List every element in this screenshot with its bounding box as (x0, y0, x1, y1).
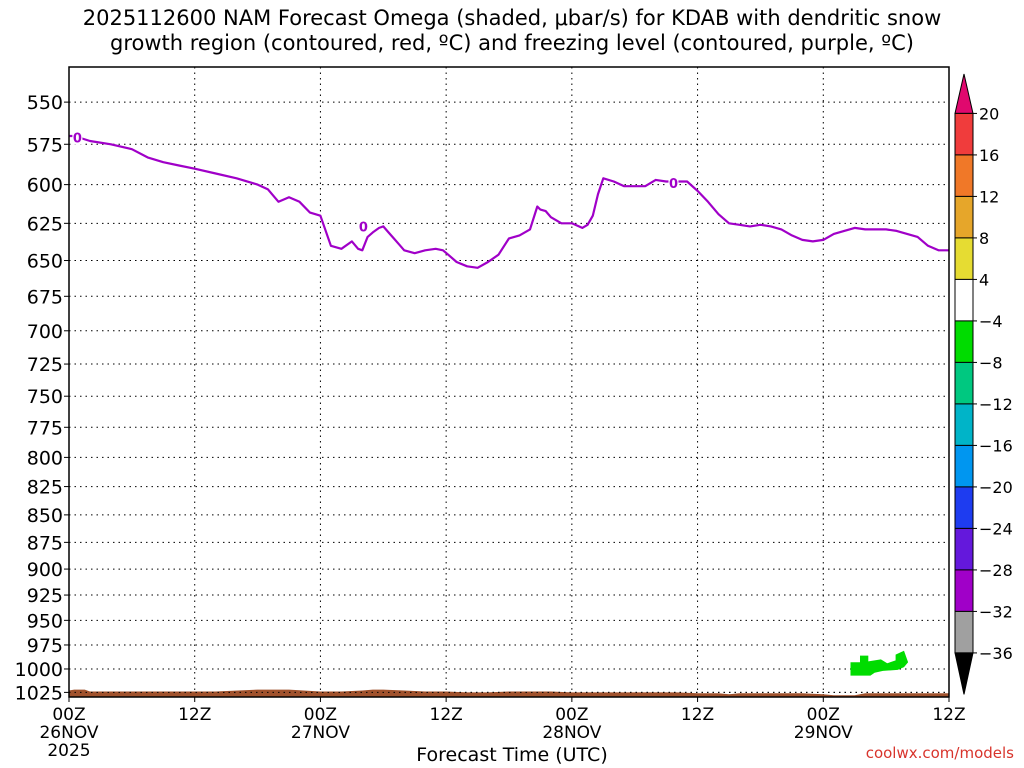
colorbar-swatch (954, 486, 974, 529)
y-tick-label: 650 (27, 251, 63, 273)
chart-title-line-1: 2025112600 NAM Forecast Omega (shaded, μ… (82, 6, 942, 30)
colorbar-swatch-min (954, 652, 974, 695)
contour-label: 0 (73, 132, 82, 147)
colorbar-label: −20 (979, 478, 1013, 497)
colorbar-swatch (954, 278, 974, 322)
y-tick-label: 800 (27, 447, 63, 469)
colorbar-label: −36 (979, 644, 1013, 663)
x-tick-label: 00Z (555, 705, 588, 725)
x-tick-date: 29NOV (794, 723, 853, 743)
colorbar-swatch (954, 195, 974, 239)
omega-shading-layer (850, 650, 909, 676)
colorbar-swatch (954, 154, 974, 197)
plot-border (68, 66, 950, 698)
y-tick-label: 550 (27, 92, 63, 114)
colorbar-swatch (954, 320, 974, 363)
colorbar-label: −28 (979, 561, 1013, 580)
colorbar-swatch-max (954, 73, 974, 114)
contour-label-bg (358, 218, 369, 234)
contour-label: 0 (669, 177, 678, 192)
colorbar-swatch (954, 569, 974, 612)
y-tick-label: 675 (27, 286, 63, 308)
colorbar-label: 20 (979, 104, 999, 123)
freezing-level-layer: 0 0 0 (69, 129, 949, 269)
x-tick-date: 26NOV (39, 723, 98, 743)
chart-title-line-2: growth region (contoured, red, ºC) and f… (110, 31, 914, 55)
x-tick-year: 2025 (47, 741, 90, 761)
colorbar-swatch (954, 444, 974, 488)
ground-fill (69, 689, 949, 697)
y-tick-label: 575 (27, 134, 63, 156)
y-tick-label: 950 (27, 610, 63, 632)
colorbar-label: 8 (979, 229, 989, 248)
x-tick-date: 27NOV (291, 723, 350, 743)
y-tick-label: 1000 (15, 659, 63, 681)
x-tick-label: 12Z (178, 705, 211, 725)
y-axis-ticks: 550 575 600 625 650 675 700 725 750 775 800 825 850 8… (15, 92, 69, 704)
chart-title: 2025112600 NAM Forecast Omega (shaded, μ… (0, 6, 1024, 56)
colorbar-label: 12 (979, 187, 999, 206)
colorbar-swatch (954, 527, 974, 571)
colorbar-swatch (954, 610, 974, 654)
y-tick-label: 975 (27, 635, 63, 657)
y-tick-label: 625 (27, 213, 63, 235)
x-tick-label: 12Z (681, 705, 714, 725)
y-tick-label: 925 (27, 585, 63, 607)
colorbar-swatch (954, 237, 974, 280)
y-tick-label: 775 (27, 417, 63, 439)
x-tick-label: 12Z (932, 705, 965, 725)
y-tick-label: 700 (27, 321, 63, 343)
colorbar-label: −4 (979, 312, 1003, 331)
y-tick-label: 750 (27, 386, 63, 408)
freezing-level-line (69, 134, 949, 269)
colorbar-label: −24 (979, 519, 1013, 538)
x-tick-date: 28NOV (542, 723, 601, 743)
y-tick-label: 875 (27, 532, 63, 554)
colorbar-label: −32 (979, 602, 1013, 621)
x-tick-label: 00Z (52, 705, 85, 725)
x-tick-label: 12Z (430, 705, 463, 725)
gridlines (68, 67, 950, 697)
colorbar-swatch (954, 403, 974, 446)
site-credit: coolwx.com/models (865, 744, 1014, 762)
colorbar-label: −16 (979, 436, 1013, 455)
colorbar-swatch (954, 361, 974, 405)
contour-label-bg (72, 129, 83, 145)
colorbar-swatch (954, 112, 974, 156)
contour-label-bg (668, 175, 679, 191)
y-tick-label: 725 (27, 354, 63, 376)
y-tick-label: 900 (27, 559, 63, 581)
x-axis-title: Forecast Time (UTC) (416, 744, 608, 766)
y-tick-label: 600 (27, 175, 63, 197)
omega-shaded-region (850, 650, 909, 676)
plot-frame (68, 66, 950, 698)
colorbar-label: 4 (979, 270, 989, 289)
contour-label: 0 (359, 220, 368, 235)
ground-layer (69, 689, 949, 697)
colorbar-label: 16 (979, 146, 999, 165)
colorbar-label: −12 (979, 395, 1013, 414)
colorbar: 20 16 12 8 4 −4 −8 −12 −16 −20 −24 −28 −32 −36 (954, 73, 1013, 695)
x-tick-label: 00Z (304, 705, 337, 725)
x-tick-label: 00Z (807, 705, 840, 725)
y-tick-label: 1025 (15, 682, 63, 704)
y-tick-label: 850 (27, 505, 63, 527)
y-tick-label: 825 (27, 477, 63, 499)
colorbar-label: −8 (979, 353, 1003, 372)
